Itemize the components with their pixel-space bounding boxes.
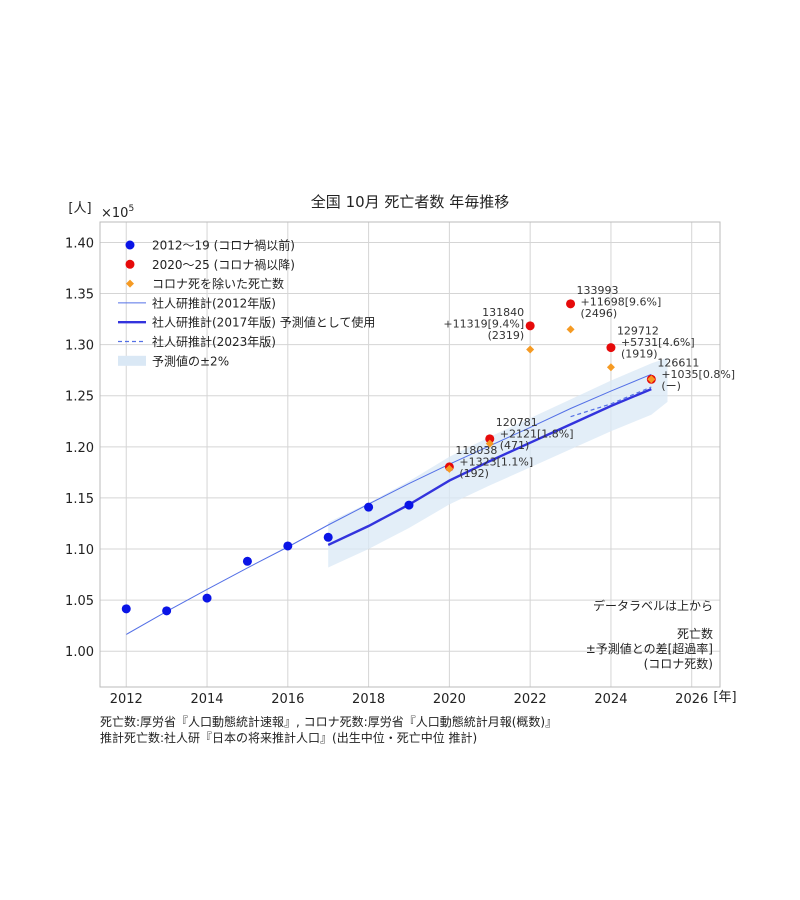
y-multiplier-base: ×10 [101, 206, 128, 221]
legend-label: 社人研推計(2023年版) [152, 334, 276, 349]
y-multiplier-exponent: 5 [128, 204, 134, 214]
legend-marker-dot [125, 240, 135, 250]
y-tick-label: 1.10 [65, 543, 94, 558]
y-tick-label: 1.25 [65, 390, 94, 405]
data-label-line: +11319[9.4%] [443, 317, 524, 330]
data-label-line: +2121[1.8%] [500, 427, 574, 440]
source-line-2: 推計死亡数:社人研『日本の将来推計人口』(出生中位・死亡中位 推計) [100, 731, 478, 745]
y-tick-label: 1.35 [65, 288, 94, 303]
legend-label: 社人研推計(2012年版) [152, 295, 276, 310]
data-label-line: +11698[9.6%] [581, 295, 662, 308]
post-covid-point [566, 299, 576, 309]
projection-2023-line [570, 386, 652, 418]
projection-lines [126, 373, 652, 635]
data-label: 120781 +2121[1.8%] (471) [496, 416, 574, 452]
pre-covid-point [242, 556, 252, 566]
pre-covid-point [283, 541, 293, 551]
forecast-band [328, 357, 668, 568]
non-covid-death-point [647, 375, 656, 384]
data-labels: 118038 +1323[1.1%] (192)120781 +2121[1.8%](… [443, 284, 735, 480]
x-tick-label: 2016 [271, 692, 304, 707]
y-axis-unit-label: [人] [68, 201, 91, 216]
data-label-line: 118038 [455, 444, 497, 457]
legend-label: 2020〜25 (コロナ禍以降) [152, 257, 295, 272]
data-label-line: (ー) [661, 379, 681, 392]
pre-covid-point [202, 593, 212, 603]
axis-ticks: 2012 2014 2016 2018 2020 2022 2024 2026 1.00 1.05… [65, 236, 708, 707]
legend-marker-dot [125, 259, 135, 269]
legend-label: 予測値の±2% [152, 353, 229, 368]
data-label-line: (2496) [581, 307, 618, 320]
y-axis-multiplier: ×105 [101, 204, 134, 221]
data-label-line: 126611 [657, 356, 699, 369]
label-annotation: データラベルは上から 死亡数 ±予測値との差[超過率] (コロナ死数) [586, 598, 713, 671]
annotation-title: データラベルは上から [593, 598, 713, 613]
projection-2012-line [126, 373, 652, 635]
legend: 2012〜19 (コロナ禍以前) 2020〜25 (コロナ禍以降) コロナ死を除いた… [118, 238, 375, 368]
post-covid-point [525, 321, 535, 331]
legend-label: コロナ死を除いた死亡数 [152, 276, 284, 291]
data-label-line: +1035[0.8%] [661, 368, 735, 381]
x-tick-label: 2026 [675, 692, 708, 707]
non-covid-death-point [445, 464, 454, 473]
data-label-line: 120781 [496, 416, 538, 429]
data-points [121, 299, 656, 616]
data-label-line: (192) [459, 467, 489, 480]
legend-marker-diamond [126, 279, 134, 288]
source-line-1: 死亡数:厚労省『人口動態統計速報』, コロナ死数:厚労省『人口動態統計月報(概数… [100, 715, 558, 729]
plot-frame [99, 221, 721, 688]
x-tick-label: 2020 [433, 692, 466, 707]
projection-2017-line [327, 387, 652, 546]
non-covid-death-point [566, 325, 575, 334]
y-tick-label: 1.15 [65, 492, 94, 507]
y-tick-label: 1.30 [65, 339, 94, 354]
x-tick-label: 2022 [514, 692, 547, 707]
y-tick-label: 1.40 [65, 236, 94, 251]
non-covid-death-point [606, 363, 615, 372]
data-label-line: (471) [500, 439, 530, 452]
non-covid-death-point [526, 345, 535, 354]
non-covid-death-point [485, 439, 494, 448]
annotation-line-2: ±予測値との差[超過率] [586, 641, 713, 656]
data-label-line: 133993 [577, 284, 619, 297]
pre-covid-point [121, 604, 131, 614]
post-covid-point [485, 434, 495, 444]
x-tick-label: 2012 [110, 692, 143, 707]
data-label-line: 131840 [482, 306, 524, 319]
data-label: 126611 +1035[0.8%] (ー) [657, 356, 735, 392]
data-label-line: 129712 [617, 325, 659, 338]
pre-covid-point [162, 606, 172, 616]
legend-label: 社人研推計(2017年版) 予測値として使用 [152, 315, 375, 330]
x-tick-label: 2024 [594, 692, 627, 707]
data-label: 129712 +5731[4.6%] (1919) [617, 325, 695, 361]
pre-covid-point [323, 532, 333, 542]
data-label-line: (2319) [488, 329, 525, 342]
annotation-line-3: (コロナ死数) [644, 656, 713, 671]
legend-marker-band [118, 355, 146, 366]
data-label: 133993 +11698[9.6%] (2496) [577, 284, 662, 320]
y-tick-label: 1.20 [65, 441, 94, 456]
data-label: 131840 +11319[9.4%] (2319) [443, 306, 524, 342]
post-covid-point [606, 343, 616, 353]
data-label-line: +5731[4.6%] [621, 336, 695, 349]
x-axis-unit-label: [年] [713, 690, 736, 705]
x-tick-label: 2018 [352, 692, 385, 707]
chart-title: 全国 10月 死亡者数 年毎推移 [311, 193, 509, 211]
data-label-line: (1919) [621, 348, 658, 361]
pre-covid-point [364, 502, 374, 512]
band-layer [328, 357, 668, 568]
data-label-line: +1323[1.1%] [459, 455, 533, 468]
data-label: 118038 +1323[1.1%] (192) [455, 444, 533, 480]
pre-covid-point [404, 500, 414, 510]
annotation-line-1: 死亡数 [677, 626, 713, 641]
y-tick-label: 1.00 [65, 645, 94, 660]
legend-label: 2012〜19 (コロナ禍以前) [152, 238, 295, 253]
y-tick-label: 1.05 [65, 594, 94, 609]
x-tick-label: 2014 [190, 692, 223, 707]
gridlines [100, 222, 720, 687]
